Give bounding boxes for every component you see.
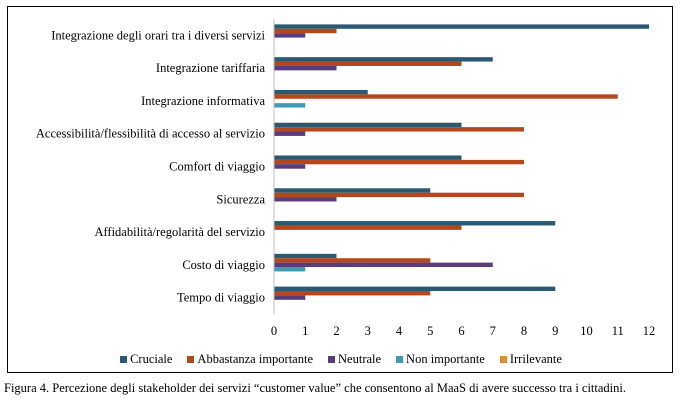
bar bbox=[274, 197, 337, 202]
x-tick-label: 8 bbox=[521, 324, 527, 338]
x-tick-label: 6 bbox=[458, 324, 464, 338]
x-tick-label: 1 bbox=[302, 324, 308, 338]
x-tick-label: 4 bbox=[396, 324, 403, 338]
legend-item: Cruciale bbox=[120, 352, 172, 367]
bar bbox=[274, 61, 462, 66]
legend-label: Non importante bbox=[406, 352, 485, 366]
legend-item: Abbastanza importante bbox=[187, 352, 313, 367]
bar bbox=[274, 103, 306, 108]
legend-label: Irrilevante bbox=[509, 352, 562, 366]
bar bbox=[274, 24, 649, 29]
bar bbox=[274, 155, 462, 160]
bar bbox=[274, 28, 337, 34]
legend-label: Abbastanza importante bbox=[197, 352, 314, 366]
bar bbox=[274, 65, 337, 71]
bar bbox=[274, 192, 524, 198]
x-tick-label: 11 bbox=[612, 324, 624, 338]
category-label: Integrazione degli orari tra i diversi s… bbox=[51, 28, 265, 42]
category-label: Affidabilità/regolarità del servizio bbox=[94, 225, 265, 239]
legend-item: Non importante bbox=[396, 352, 485, 367]
category-label: Tempo di viaggio bbox=[177, 291, 265, 305]
legend-swatch bbox=[120, 356, 128, 363]
bar bbox=[274, 131, 306, 136]
x-tick-label: 7 bbox=[490, 324, 496, 338]
x-tick-label: 3 bbox=[365, 324, 371, 338]
x-tick-label: 5 bbox=[427, 324, 433, 338]
bar bbox=[274, 258, 431, 263]
bar bbox=[274, 89, 368, 95]
legend-swatch bbox=[499, 356, 507, 363]
x-tick-label: 10 bbox=[580, 324, 593, 338]
bar bbox=[274, 127, 524, 132]
category-label: Sicurezza bbox=[216, 192, 265, 206]
legend-item: Neutrale bbox=[328, 352, 381, 367]
legend-swatch bbox=[187, 356, 195, 363]
category-label: Integrazione informativa bbox=[141, 94, 265, 108]
bar bbox=[274, 262, 493, 268]
x-tick-label: 9 bbox=[552, 324, 558, 338]
chart-frame: Integrazione degli orari tra i diversi s… bbox=[7, 6, 673, 373]
category-label: Costo di viaggio bbox=[182, 258, 265, 272]
legend-label: Cruciale bbox=[130, 352, 173, 366]
bar bbox=[274, 159, 524, 165]
category-label: Comfort di viaggio bbox=[169, 160, 265, 174]
category-label: Accessibilità/flessibilità di accesso al… bbox=[36, 127, 265, 141]
bar bbox=[274, 225, 462, 230]
figure-caption: Figura 4. Percezione degli stakeholder d… bbox=[4, 381, 626, 395]
bar bbox=[274, 94, 618, 99]
bar bbox=[274, 253, 337, 259]
bar bbox=[274, 291, 431, 296]
bar-chart: Integrazione degli orari tra i diversi s… bbox=[36, 19, 656, 338]
bar bbox=[274, 164, 306, 169]
legend: Cruciale Abbastanza importante Neutrale Non… bbox=[8, 352, 674, 367]
bar bbox=[274, 33, 306, 38]
bar bbox=[274, 267, 306, 272]
bar bbox=[274, 122, 462, 128]
legend-label: Neutrale bbox=[338, 352, 382, 366]
bar bbox=[274, 57, 493, 62]
legend-swatch bbox=[396, 356, 404, 363]
bar bbox=[274, 221, 556, 226]
x-tick-label: 12 bbox=[643, 324, 656, 338]
bar bbox=[274, 286, 556, 292]
x-tick-label: 2 bbox=[333, 324, 339, 338]
bar bbox=[274, 188, 431, 193]
category-label: Integrazione tariffaria bbox=[156, 61, 266, 75]
legend-item: Irrilevante bbox=[499, 352, 562, 367]
legend-swatch bbox=[328, 356, 336, 363]
x-tick-label: 0 bbox=[271, 324, 277, 338]
bar bbox=[274, 295, 306, 300]
